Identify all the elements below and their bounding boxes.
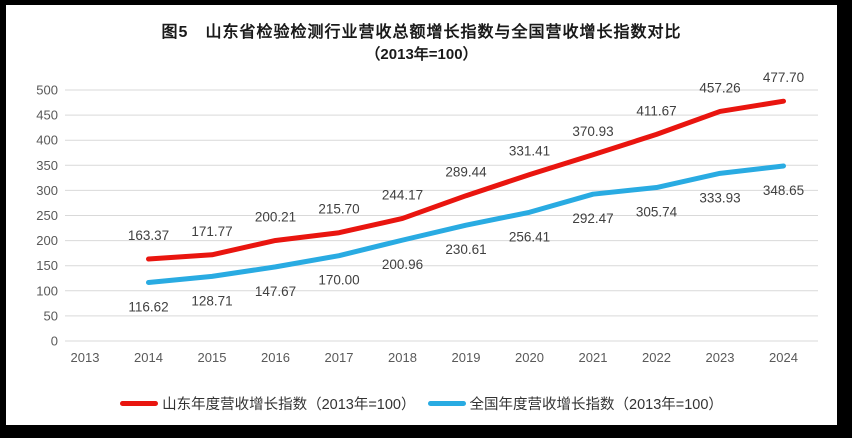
data-label: 411.67 [636, 103, 676, 118]
y-tick-label: 250 [36, 208, 58, 223]
x-tick-label: 2016 [261, 350, 290, 365]
data-label: 230.61 [445, 242, 486, 257]
series-line-shandong [146, 98, 786, 262]
legend: 山东年度营收增长指数（2013年=100） 全国年度营收增长指数（2013年=1… [6, 392, 837, 414]
data-label: 348.65 [763, 183, 804, 198]
chart-title: 图5 山东省检验检测行业营收总额增长指数与全国营收增长指数对比 [161, 24, 682, 41]
data-label: 457.26 [699, 80, 740, 95]
data-label: 477.70 [763, 70, 804, 85]
x-tick-label: 2014 [134, 350, 163, 365]
y-tick-label: 300 [36, 183, 58, 198]
data-label: 333.93 [699, 190, 740, 205]
y-tick-label: 150 [36, 258, 58, 273]
legend-item-shandong: 山东年度营收增长指数（2013年=100） [120, 393, 416, 414]
legend-item-national: 全国年度营收增长指数（2013年=100） [427, 393, 723, 414]
data-label: 200.96 [382, 257, 423, 272]
data-label: 171.77 [191, 224, 232, 239]
legend-label-shandong: 山东年度营收增长指数（2013年=100） [162, 396, 416, 413]
y-tick-label: 400 [36, 133, 58, 148]
x-tick-label: 2020 [515, 350, 544, 365]
x-tick-label: 2013 [71, 350, 100, 365]
data-label: 215.70 [318, 202, 359, 217]
series-line-national [146, 163, 786, 285]
x-tick-label: 2023 [706, 350, 735, 365]
data-label: 256.41 [509, 229, 550, 244]
chart-subtitle: （2013年=100） [365, 46, 478, 63]
y-tick-label: 200 [36, 233, 58, 248]
x-tick-label: 2019 [452, 350, 481, 365]
y-tick-label: 100 [36, 283, 58, 298]
data-label: 244.17 [382, 187, 423, 202]
y-tick-label: 0 [51, 334, 58, 349]
chart-panel: 图5 山东省检验检测行业营收总额增长指数与全国营收增长指数对比 （2013年=1… [6, 5, 837, 425]
data-label: 170.00 [318, 273, 359, 288]
data-label: 292.47 [572, 211, 613, 226]
y-tick-label: 500 [36, 83, 58, 98]
x-tick-label: 2021 [579, 350, 608, 365]
line-chart: 0 50 100 150 200 250 300 350 400 450 500 2013 2014 20… [36, 70, 818, 365]
x-tick-label: 2022 [642, 350, 671, 365]
x-tick-label: 2015 [198, 350, 227, 365]
y-tick-label: 350 [36, 158, 58, 173]
data-label: 163.37 [128, 228, 169, 243]
y-tick-label: 50 [44, 308, 58, 323]
legend-swatch-national-icon [427, 400, 466, 406]
data-label: 289.44 [445, 165, 487, 180]
data-label: 370.93 [572, 124, 613, 139]
data-label: 331.41 [509, 144, 550, 159]
data-label: 305.74 [636, 205, 678, 220]
y-tick-label: 450 [36, 108, 58, 123]
legend-swatch-shandong-icon [120, 400, 159, 406]
x-tick-label: 2024 [769, 350, 798, 365]
data-label: 116.62 [128, 299, 168, 314]
data-label: 200.21 [255, 209, 296, 224]
x-tick-label: 2018 [388, 350, 417, 365]
x-tick-label: 2017 [325, 350, 354, 365]
data-label: 128.71 [191, 293, 232, 308]
legend-label-national: 全国年度营收增长指数（2013年=100） [469, 396, 723, 413]
data-label: 147.67 [255, 284, 296, 299]
